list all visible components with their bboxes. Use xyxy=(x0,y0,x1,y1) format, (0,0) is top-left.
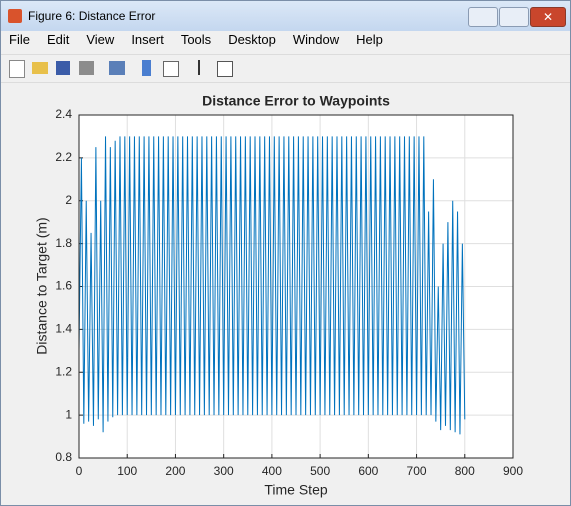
x-tick-label: 0 xyxy=(76,464,83,478)
menu-item[interactable]: Insert xyxy=(131,32,164,47)
chart: Distance Error to Waypoints Time Step Di… xyxy=(34,93,524,498)
y-tick-label: 1.6 xyxy=(55,279,72,293)
menu-item[interactable]: Edit xyxy=(46,32,70,47)
app-icon xyxy=(8,9,22,23)
x-axis-label: Time Step xyxy=(264,482,327,498)
axes-box xyxy=(78,114,514,459)
menu-item[interactable]: File xyxy=(9,32,30,47)
chart-title: Distance Error to Waypoints xyxy=(202,93,390,109)
y-tick-label: 2 xyxy=(65,193,72,207)
data-line xyxy=(78,136,466,435)
menu-item[interactable]: Desktop xyxy=(228,32,276,47)
y-axis-label: Distance to Target (m) xyxy=(34,217,50,354)
y-tick-label: 0.8 xyxy=(55,450,72,464)
y-tick-label: 1.4 xyxy=(55,322,72,336)
y-tick-label: 1 xyxy=(65,407,72,421)
y-tick-label: 1.2 xyxy=(55,364,72,378)
tool-icon[interactable] xyxy=(56,61,70,75)
tool-icon[interactable] xyxy=(9,60,25,78)
menu-item[interactable]: Help xyxy=(356,32,383,47)
x-tick-label: 300 xyxy=(214,464,234,478)
tool-icon[interactable] xyxy=(109,61,125,75)
menu-item[interactable]: Window xyxy=(292,32,340,47)
tool-icon[interactable] xyxy=(163,61,179,77)
x-tick-label: 400 xyxy=(262,464,282,478)
minimize-button[interactable] xyxy=(468,7,498,27)
x-tick-label: 500 xyxy=(310,464,330,478)
tool-icon[interactable] xyxy=(32,62,48,74)
x-tick-label: 200 xyxy=(165,464,185,478)
maximize-button[interactable] xyxy=(499,7,529,27)
y-tick-label: 2.2 xyxy=(55,150,72,164)
menu-item[interactable]: View xyxy=(86,32,115,47)
menu-item[interactable]: Tools xyxy=(180,32,212,47)
menu-bar: File Edit View Insert Tools Desktop Window Help xyxy=(9,32,400,47)
x-tick-label: 800 xyxy=(455,464,475,478)
tool-icon[interactable] xyxy=(79,61,94,75)
window-title: Figure 6: Distance Error xyxy=(28,9,156,23)
y-tick-label: 1.8 xyxy=(55,236,72,250)
tool-icon[interactable] xyxy=(198,60,208,75)
x-tick-label: 700 xyxy=(407,464,427,478)
toolbar xyxy=(1,54,570,83)
x-tick-label: 600 xyxy=(358,464,378,478)
tool-icon[interactable] xyxy=(142,60,151,76)
x-tick-label: 900 xyxy=(503,464,523,478)
close-button[interactable]: ✕ xyxy=(530,7,566,27)
tool-icon[interactable] xyxy=(217,61,233,77)
title-bar: Figure 6: Distance Error ✕ xyxy=(1,1,570,31)
x-tick-label: 100 xyxy=(117,464,137,478)
y-tick-label: 2.4 xyxy=(55,107,72,121)
